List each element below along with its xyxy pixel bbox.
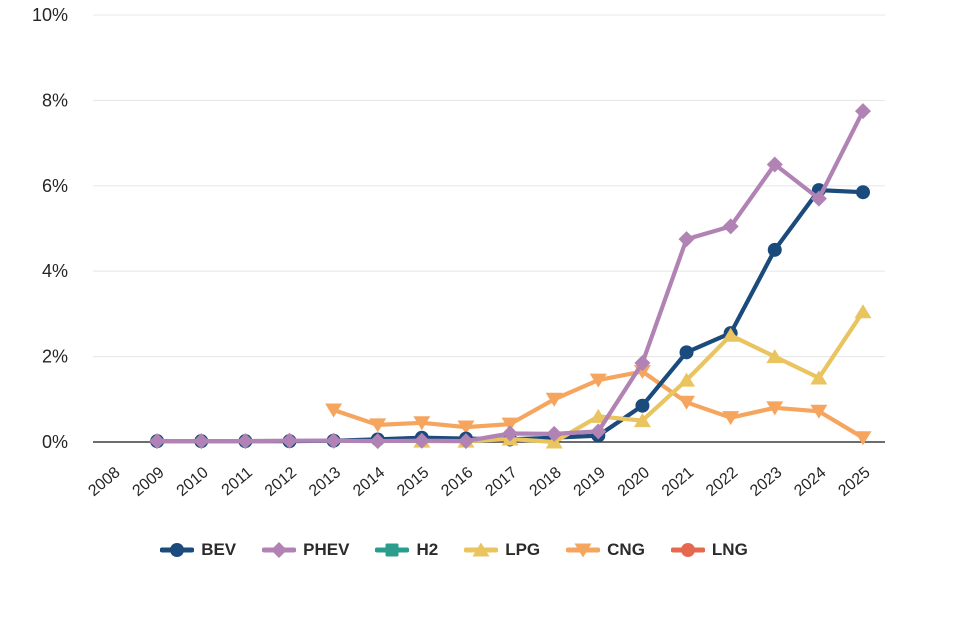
legend-marker-diamond-icon [262, 542, 297, 558]
x-tick-label: 2009 [129, 464, 167, 500]
series-phev [149, 103, 872, 450]
legend-item-lpg[interactable]: LPG [464, 540, 540, 560]
y-tick-label: 2% [42, 347, 68, 367]
x-tick-label: 2018 [527, 464, 565, 500]
x-tick-label: 2013 [306, 464, 344, 500]
x-tick-label: 2008 [85, 464, 123, 500]
legend-item-lng[interactable]: LNG [670, 540, 748, 560]
y-tick-label: 0% [42, 432, 68, 452]
legend-marker-triangle-up-icon [464, 542, 499, 557]
legend-marker-triangle-down-icon [566, 543, 601, 558]
legend-label: LNG [711, 540, 748, 559]
legend-label: H2 [416, 540, 439, 559]
x-tick-label: 2022 [703, 464, 741, 500]
x-tick-label: 2025 [835, 464, 873, 500]
x-tick-label: 2010 [174, 464, 212, 500]
line-chart: 10%8%6%4%2%0%2008 2009 2010 2011 2012 2013 201… [32, 5, 885, 500]
x-tick-label: 2019 [571, 464, 609, 500]
legend-label: BEV [201, 540, 237, 559]
legend-item-h2[interactable]: H2 [375, 540, 438, 560]
y-axis-labels: 10% 8% 6% 4% 2% 0% [32, 5, 68, 452]
chart-legend: BEV PHEV H2 LPG CNG LNG [0, 540, 934, 560]
x-tick-label: 2014 [350, 464, 388, 500]
series-cng [325, 365, 872, 446]
legend-marker-circle-icon [160, 543, 195, 557]
x-tick-label: 2017 [482, 464, 520, 500]
legend-label: CNG [607, 540, 645, 559]
y-tick-label: 10% [32, 5, 68, 25]
x-axis-labels: 2008 2009 2010 2011 2012 2013 2014 2015 2016 2017… [85, 464, 873, 500]
x-tick-label: 2024 [791, 464, 829, 500]
x-tick-label: 2015 [394, 464, 432, 500]
legend-label: LPG [505, 540, 541, 559]
legend-label: PHEV [303, 540, 350, 559]
x-tick-label: 2021 [659, 464, 697, 500]
y-tick-label: 4% [42, 261, 68, 281]
legend-item-phev[interactable]: PHEV [262, 540, 349, 560]
x-tick-label: 2011 [219, 464, 256, 499]
series-bev [150, 183, 871, 449]
y-tick-label: 6% [42, 176, 68, 196]
y-tick-label: 8% [42, 90, 68, 110]
legend-item-bev[interactable]: BEV [160, 540, 236, 560]
x-tick-label: 2016 [438, 464, 476, 500]
legend-marker-square-icon [375, 543, 410, 557]
x-tick-label: 2023 [747, 464, 785, 500]
y-gridlines [93, 14, 885, 443]
x-tick-label: 2020 [615, 464, 653, 500]
legend-item-cng[interactable]: CNG [566, 540, 645, 560]
x-tick-label: 2012 [262, 464, 300, 500]
legend-marker-circle-icon [670, 543, 705, 557]
